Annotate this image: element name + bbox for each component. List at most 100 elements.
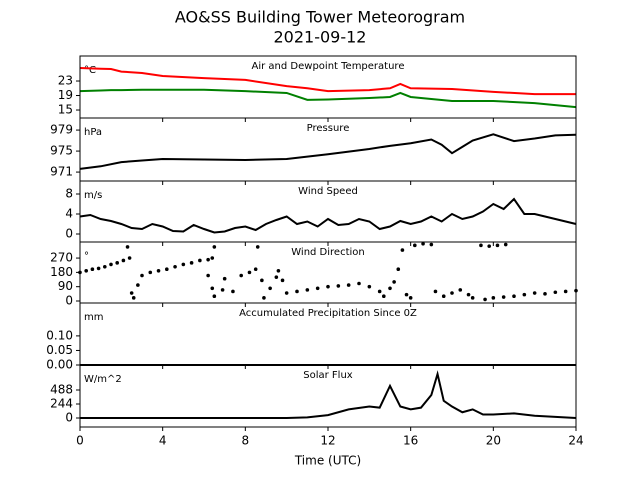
- data-point: [173, 265, 177, 269]
- y-tick-label: 90: [58, 279, 73, 293]
- data-point: [220, 288, 225, 292]
- data-point: [262, 296, 266, 300]
- data-point: [466, 292, 471, 297]
- data-point: [491, 296, 496, 300]
- x-tick-label: 0: [76, 434, 84, 448]
- data-point: [103, 265, 107, 269]
- panel-title: Wind Speed: [298, 186, 358, 197]
- panel-title: Solar Flux: [303, 370, 353, 381]
- data-point: [441, 294, 446, 299]
- y-tick-label: 23: [58, 74, 73, 88]
- data-point: [268, 286, 272, 291]
- y-tick-label: 971: [50, 165, 73, 179]
- unit-label: W/m^2: [84, 374, 122, 385]
- data-point: [127, 256, 132, 260]
- data-point: [433, 289, 438, 294]
- data-point: [210, 256, 215, 260]
- data-point: [90, 267, 95, 271]
- data-point: [140, 273, 144, 278]
- x-axis-label: Time (UTC): [294, 454, 361, 468]
- panel-title: Wind Direction: [291, 247, 365, 258]
- y-tick-label: 0: [65, 410, 73, 424]
- data-point: [543, 292, 547, 296]
- data-point: [125, 245, 130, 249]
- data-point: [346, 283, 351, 287]
- data-point: [253, 267, 258, 271]
- data-point: [210, 286, 215, 291]
- data-point: [156, 268, 161, 273]
- data-point: [129, 291, 134, 295]
- data-line: [79, 133, 577, 170]
- y-tick-label: 180: [50, 265, 73, 279]
- data-point: [400, 248, 405, 252]
- data-point: [487, 244, 492, 248]
- data-point: [396, 267, 401, 271]
- data-point: [429, 242, 434, 247]
- y-tick-label: 0.05: [46, 343, 73, 357]
- y-tick-label: 0.10: [46, 328, 73, 342]
- data-point: [165, 267, 169, 271]
- data-point: [231, 289, 235, 294]
- data-point: [181, 262, 186, 267]
- data-point: [247, 270, 252, 275]
- data-point: [121, 258, 126, 263]
- x-tick-label: 12: [320, 434, 335, 448]
- unit-label: °C: [84, 65, 96, 76]
- panel-title: Pressure: [307, 123, 350, 134]
- data-point: [274, 275, 279, 279]
- x-tick-label: 24: [568, 434, 583, 448]
- x-tick-label: 16: [403, 434, 418, 448]
- unit-label: °: [84, 251, 89, 262]
- y-tick-label: 0: [65, 293, 73, 307]
- data-point: [450, 291, 454, 295]
- data-point: [305, 288, 310, 292]
- x-tick-label: 8: [242, 434, 250, 448]
- panel-frame: [79, 364, 577, 428]
- y-tick-label: 0.00: [46, 358, 73, 372]
- y-tick-label: 4: [65, 207, 73, 221]
- data-point: [413, 243, 417, 248]
- data-point: [483, 297, 487, 302]
- data-point: [392, 280, 396, 284]
- x-tick-label: 4: [159, 434, 167, 448]
- data-line: [79, 88, 577, 109]
- data-point: [276, 268, 281, 273]
- data-point: [284, 291, 289, 295]
- unit-label: hPa: [84, 127, 102, 138]
- data-point: [470, 296, 475, 300]
- data-point: [532, 291, 537, 295]
- data-point: [495, 243, 500, 248]
- data-point: [388, 286, 392, 291]
- data-point: [458, 288, 463, 292]
- panel-title: Air and Dewpoint Temperature: [252, 61, 405, 72]
- y-tick-label: 975: [50, 144, 73, 158]
- data-point: [503, 242, 508, 247]
- data-point: [563, 289, 568, 294]
- y-tick-label: 15: [58, 103, 73, 117]
- data-point: [404, 292, 409, 297]
- y-tick-label: 0: [65, 227, 73, 241]
- data-point: [198, 258, 202, 263]
- data-point: [377, 289, 382, 294]
- data-point: [189, 261, 194, 265]
- data-point: [280, 278, 285, 283]
- data-point: [501, 295, 506, 299]
- data-point: [336, 284, 341, 288]
- data-point: [84, 268, 88, 273]
- figure-title: AO&SS Building Tower Meteorogram: [175, 8, 465, 27]
- data-point: [315, 286, 320, 291]
- data-point: [239, 273, 243, 278]
- data-point: [96, 266, 101, 271]
- data-point: [367, 284, 372, 289]
- data-point: [255, 245, 260, 249]
- data-point: [206, 273, 210, 278]
- data-point: [512, 294, 516, 299]
- unit-label: mm: [84, 312, 103, 323]
- data-line: [79, 66, 576, 96]
- data-point: [212, 245, 217, 249]
- data-point: [553, 290, 558, 295]
- data-point: [382, 294, 386, 299]
- data-line: [79, 197, 577, 234]
- data-point: [212, 294, 217, 299]
